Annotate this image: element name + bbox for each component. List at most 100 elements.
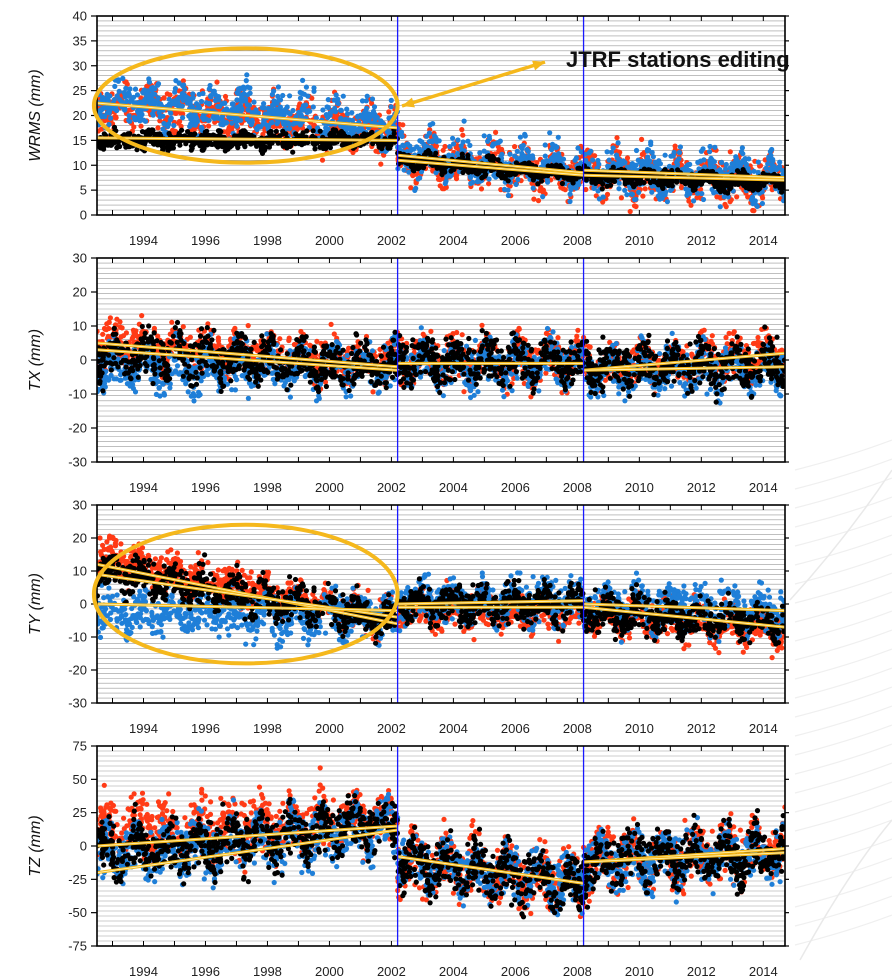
data-point xyxy=(633,147,640,154)
data-point xyxy=(150,85,156,91)
data-point xyxy=(269,140,275,146)
x-tick-label: 1996 xyxy=(191,233,220,248)
data-point xyxy=(320,107,326,113)
data-point xyxy=(126,107,132,113)
data-point xyxy=(553,162,559,168)
data-point xyxy=(266,111,272,117)
data-point xyxy=(517,134,524,140)
data-point xyxy=(408,185,414,191)
data-point xyxy=(590,157,596,163)
y-tick-label: 20 xyxy=(73,108,87,123)
data-point xyxy=(355,128,362,134)
data-point xyxy=(540,194,546,200)
data-point xyxy=(275,84,281,90)
data-point xyxy=(545,179,551,185)
data-point xyxy=(629,162,635,168)
data-point xyxy=(614,161,620,167)
data-point xyxy=(722,189,728,195)
data-point xyxy=(180,111,186,117)
data-point xyxy=(344,111,351,117)
data-point xyxy=(244,92,251,98)
data-point xyxy=(212,92,218,98)
x-tick-label: 2006 xyxy=(501,233,530,248)
data-point xyxy=(447,144,453,150)
data-point xyxy=(486,181,492,187)
data-point xyxy=(779,189,785,195)
data-point xyxy=(245,107,251,113)
data-point xyxy=(335,100,341,107)
data-point xyxy=(540,189,546,195)
data-point xyxy=(662,152,668,158)
data-point xyxy=(633,162,639,168)
data-point xyxy=(501,186,508,192)
data-point xyxy=(759,200,766,207)
data-point xyxy=(408,163,414,170)
data-point xyxy=(780,181,785,187)
data-point xyxy=(325,97,331,103)
data-point xyxy=(478,186,485,192)
data-point xyxy=(622,187,628,193)
data-point xyxy=(615,140,621,146)
data-point xyxy=(647,179,654,186)
data-point xyxy=(538,175,544,181)
data-point xyxy=(300,130,306,136)
data-point xyxy=(165,144,171,150)
data-point xyxy=(126,117,132,123)
data-point xyxy=(635,185,642,192)
data-point xyxy=(442,143,448,150)
data-point xyxy=(106,121,112,128)
data-point xyxy=(777,159,783,165)
data-point xyxy=(752,201,758,207)
x-tick-label: 1994 xyxy=(129,233,158,248)
data-point xyxy=(261,101,267,107)
data-point xyxy=(733,154,739,160)
trend-line-highlight xyxy=(583,174,785,181)
data-point xyxy=(605,178,612,184)
data-point xyxy=(604,149,610,155)
data-point xyxy=(299,106,305,112)
data-point xyxy=(362,119,368,125)
data-point xyxy=(292,141,298,147)
data-point xyxy=(547,130,553,136)
trend-line-highlight xyxy=(97,137,398,141)
data-point xyxy=(406,169,412,175)
data-point xyxy=(210,114,216,120)
data-point xyxy=(433,143,439,149)
arrow-head xyxy=(532,60,545,71)
data-point xyxy=(97,128,101,134)
data-point xyxy=(313,115,319,121)
data-point xyxy=(225,128,232,134)
data-point xyxy=(470,179,476,185)
data-point xyxy=(677,144,684,150)
data-point xyxy=(254,117,260,124)
data-point xyxy=(691,198,697,204)
data-point xyxy=(333,92,339,98)
data-point xyxy=(572,157,578,163)
data-point xyxy=(522,133,528,139)
data-point xyxy=(549,156,555,162)
data-point xyxy=(235,145,241,151)
data-point xyxy=(604,191,611,197)
data-point xyxy=(220,122,226,128)
data-point xyxy=(166,96,172,102)
trend-line-highlight xyxy=(583,169,785,179)
data-point xyxy=(234,97,240,103)
data-point xyxy=(271,98,277,104)
data-point xyxy=(270,109,277,115)
data-point xyxy=(512,171,518,177)
data-point xyxy=(217,103,223,109)
data-point xyxy=(202,129,208,135)
globe-stroke xyxy=(794,838,892,870)
data-point xyxy=(122,106,128,112)
x-tick-label: 2010 xyxy=(625,233,654,248)
globe-stroke xyxy=(794,648,892,680)
data-point xyxy=(290,107,296,114)
data-point xyxy=(767,149,774,155)
data-point xyxy=(738,149,745,155)
data-point xyxy=(287,126,293,132)
data-point xyxy=(134,92,140,98)
data-point xyxy=(540,159,546,165)
data-point xyxy=(755,170,761,176)
data-point xyxy=(114,145,120,151)
data-point xyxy=(451,141,457,147)
